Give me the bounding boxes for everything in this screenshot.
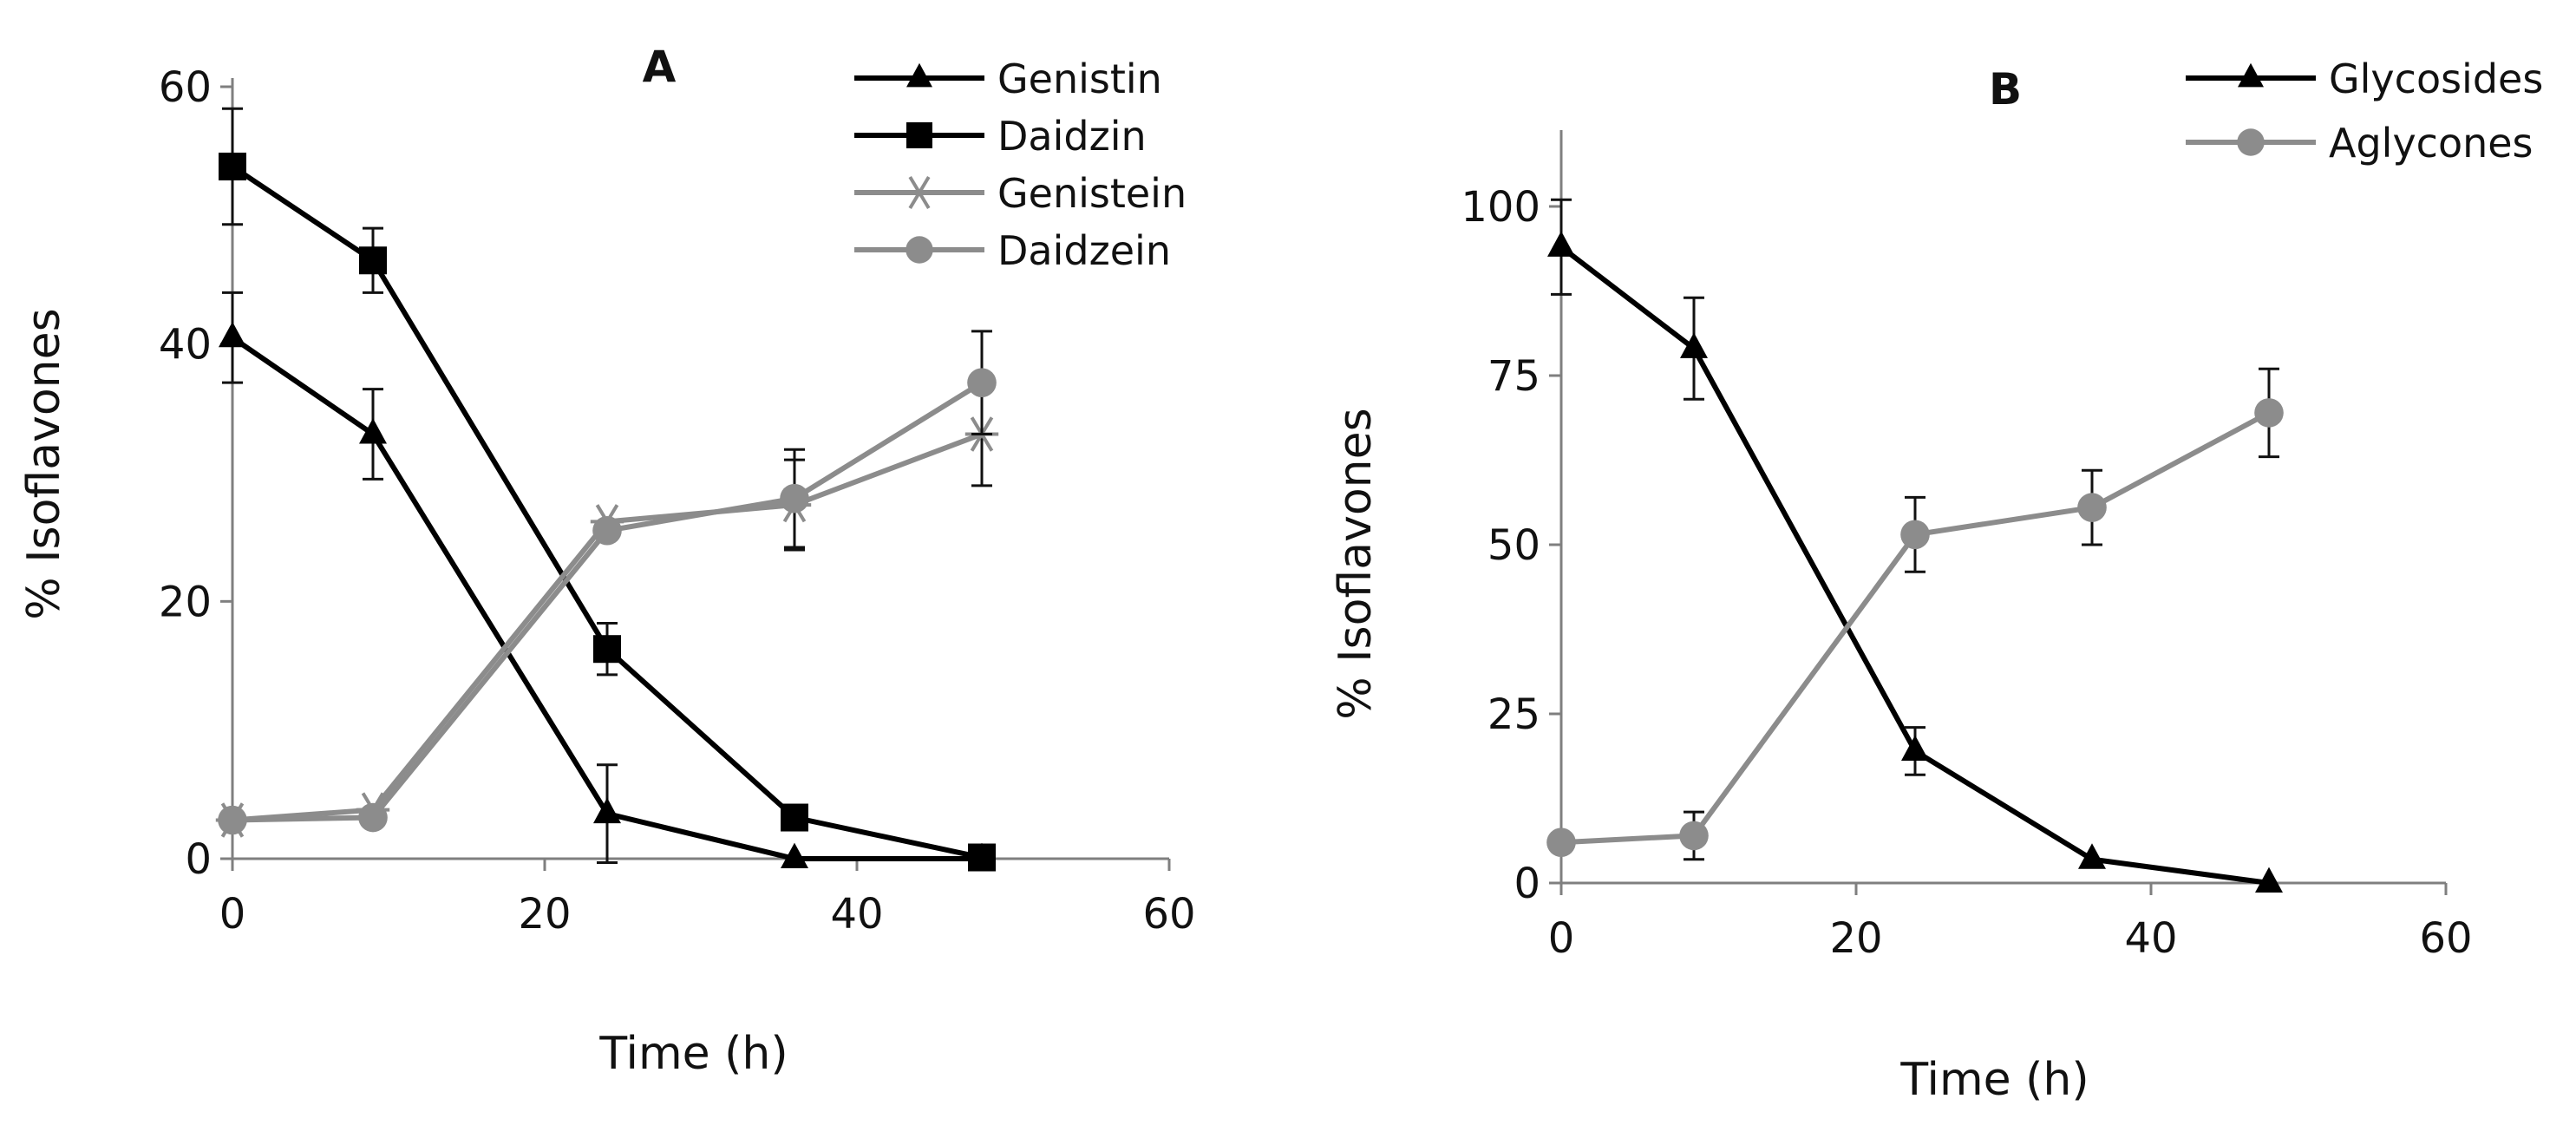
chart-panel-a: A % Isoflavones Time (h) 0 20 40 60 0 20 40 60 G…: [18, 42, 1196, 1080]
legend-label: Genistin: [997, 56, 1162, 102]
y-tick-label: 75: [1487, 352, 1540, 401]
data-point: [781, 842, 808, 869]
data-point: [2254, 398, 2284, 428]
legend-label: Glycosides: [2329, 56, 2543, 102]
y-tick-label: 100: [1461, 183, 1540, 232]
legend-marker: [2238, 62, 2264, 88]
data-point: [219, 321, 246, 348]
legend-entry: Glycosides: [2186, 56, 2543, 102]
panel-label: B: [1989, 64, 2022, 114]
data-point: [967, 368, 997, 397]
data-point: [218, 805, 247, 835]
y-axis-label: % Isoflavones: [1330, 408, 1382, 719]
legend-label: Daidzin: [997, 113, 1147, 160]
panel-label: A: [643, 42, 677, 92]
legend-entry: Aglycones: [2186, 120, 2534, 167]
legend-label: Aglycones: [2329, 120, 2534, 167]
data-point: [1901, 735, 1929, 761]
data-point: [968, 843, 996, 872]
data-point: [358, 802, 388, 833]
x-tick-label: 60: [1142, 890, 1195, 939]
data-point: [592, 515, 622, 546]
y-tick-label: 25: [1487, 690, 1540, 739]
legend-entry: Daidzein: [854, 227, 1171, 274]
data-point: [2077, 493, 2107, 522]
x-tick-label: 20: [1829, 914, 1882, 963]
series-daidzin: [219, 107, 996, 872]
y-tick-label: 20: [159, 578, 212, 626]
x-axis-label: Time (h): [1899, 1054, 2089, 1106]
y-tick-label: 40: [159, 321, 212, 370]
data-point: [1546, 827, 1576, 857]
data-point: [780, 483, 809, 513]
x-tick-label: 0: [1548, 914, 1575, 963]
data-point: [1547, 231, 1575, 257]
legend-marker: [2237, 128, 2265, 156]
legend-marker: [906, 122, 932, 148]
series-daidzein: [218, 330, 997, 835]
data-point: [593, 635, 621, 664]
series-glycosides: [1547, 198, 2283, 893]
data-point: [2255, 867, 2283, 893]
data-point: [781, 803, 808, 832]
data-point: [1900, 520, 1930, 550]
y-tick-label: 0: [185, 835, 212, 884]
legend-entry: Genistein: [854, 170, 1187, 217]
legend-marker: [906, 236, 933, 264]
x-tick-label: 40: [830, 890, 883, 939]
legend-entry: Genistin: [854, 56, 1162, 102]
data-point: [359, 246, 387, 275]
legend-marker: [904, 175, 935, 210]
x-tick-label: 40: [2124, 914, 2177, 963]
y-axis-label: % Isoflavones: [18, 308, 70, 619]
y-tick-label: 60: [159, 63, 212, 112]
data-point: [359, 418, 387, 444]
data-point: [1679, 821, 1709, 851]
x-axis-label: Time (h): [598, 1028, 788, 1080]
legend-label: Genistein: [997, 170, 1187, 217]
data-point: [593, 797, 621, 824]
y-tick-label: 0: [1514, 860, 1540, 908]
y-tick-label: 50: [1487, 521, 1540, 570]
series-aglycones: [1546, 367, 2284, 861]
x-tick-label: 0: [219, 890, 246, 939]
data-point: [2078, 843, 2106, 869]
chart-panel-b: B % Isoflavones Time (h) 0 25 50 75 100 0 20 40…: [1330, 56, 2543, 1106]
legend-label: Daidzein: [997, 227, 1171, 274]
x-tick-label: 20: [518, 890, 571, 939]
data-point: [219, 152, 246, 180]
legend-marker: [906, 62, 932, 88]
data-point: [1680, 332, 1708, 358]
x-tick-label: 60: [2419, 914, 2472, 963]
legend-entry: Daidzin: [854, 113, 1147, 160]
